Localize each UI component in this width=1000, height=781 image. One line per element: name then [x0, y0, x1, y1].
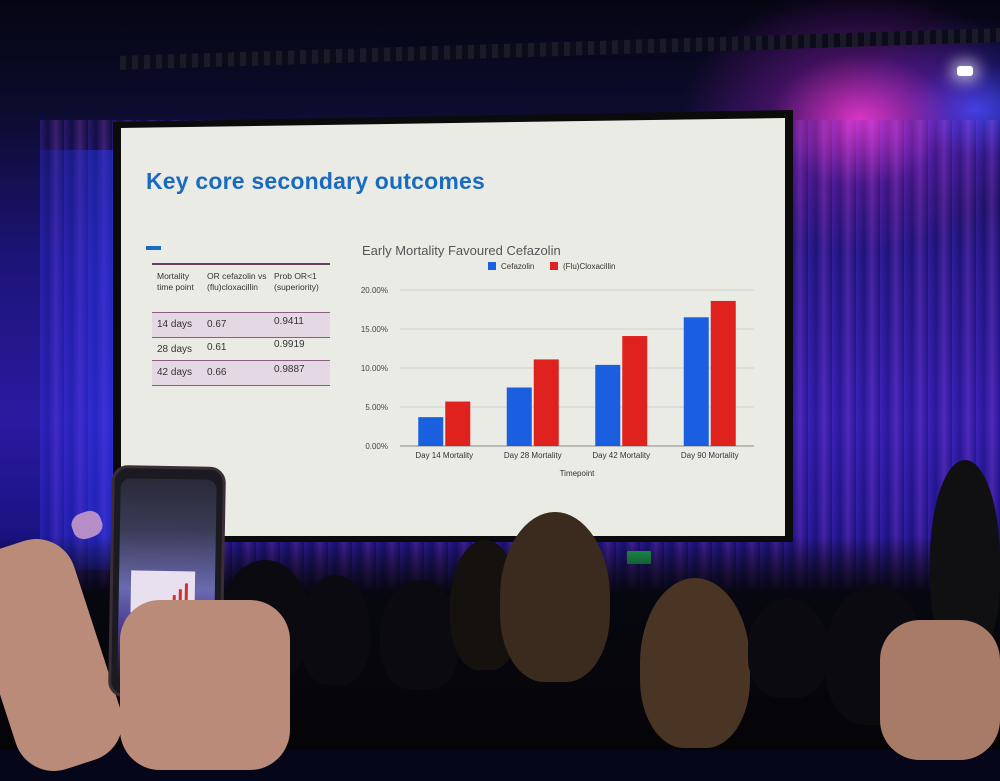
table-row: 28 days 0.61 0.9919: [152, 338, 330, 362]
mortality-bar-chart: 0.00% 5.00% 10.00% 15.00% 20.00% Day 14 Morta…: [361, 262, 754, 478]
table-header-timepoint: Mortality time point: [157, 271, 194, 292]
y-tick-label: 15.00%: [361, 325, 388, 334]
audience-head: [748, 598, 828, 698]
x-tick-label: Day 14 Mortality: [415, 451, 473, 460]
table-row: 14 days 0.67 0.9411: [152, 312, 330, 338]
bar: [622, 336, 648, 446]
slide-title: Key core secondary outcomes: [146, 168, 486, 194]
bar: [533, 359, 559, 446]
audience-head: [380, 580, 460, 690]
legend-label: (Flu)Cloxacillin: [563, 262, 615, 271]
table-cell: 42 days: [157, 367, 193, 378]
legend-swatch: [488, 262, 496, 270]
x-axis-label: Timepoint: [560, 469, 596, 478]
table-cell: 28 days: [157, 344, 193, 355]
table-header-prob: Prob OR<1 (superiority): [274, 271, 319, 292]
raised-hand: [880, 620, 1000, 760]
table-cell: 0.66: [207, 367, 227, 378]
y-tick-label: 5.00%: [365, 403, 388, 412]
table-cell: 0.9411: [274, 316, 304, 327]
title-accent-dash: [146, 246, 161, 250]
table-cell: 0.61: [207, 342, 227, 353]
x-tick-label: Day 28 Mortality: [504, 451, 562, 460]
bar: [506, 387, 532, 446]
table-row: 42 days 0.66 0.9887: [152, 360, 330, 386]
table-cell: 0.9919: [274, 339, 305, 350]
table-cell: 14 days: [157, 319, 193, 330]
bar: [710, 300, 736, 446]
table-header-row: Mortality time point OR cefazolin vs (fl…: [152, 269, 330, 301]
legend-swatch: [550, 262, 558, 270]
x-tick-label: Day 90 Mortality: [681, 451, 739, 460]
legend-label: Cefazolin: [501, 262, 534, 271]
y-tick-label: 0.00%: [365, 442, 388, 451]
y-tick-label: 20.00%: [361, 286, 388, 295]
y-tick-label: 10.00%: [361, 364, 388, 373]
x-tick-label: Day 42 Mortality: [592, 451, 650, 460]
audience-head: [500, 512, 610, 682]
table-cell: 0.9887: [274, 364, 305, 375]
stage-lamp: [957, 66, 973, 76]
audience-head: [300, 575, 370, 685]
hand-right: [120, 600, 290, 770]
table-top-rule: [152, 263, 330, 265]
bar: [595, 364, 621, 446]
bar: [683, 317, 709, 446]
bar: [418, 417, 444, 446]
bar: [445, 401, 471, 446]
table-header-or: OR cefazolin vs (flu)cloxacillin: [207, 271, 267, 292]
table-cell: 0.67: [207, 319, 227, 330]
chart-title: Early Mortality Favoured Cefazolin: [362, 243, 561, 258]
audience-head: [640, 578, 750, 748]
